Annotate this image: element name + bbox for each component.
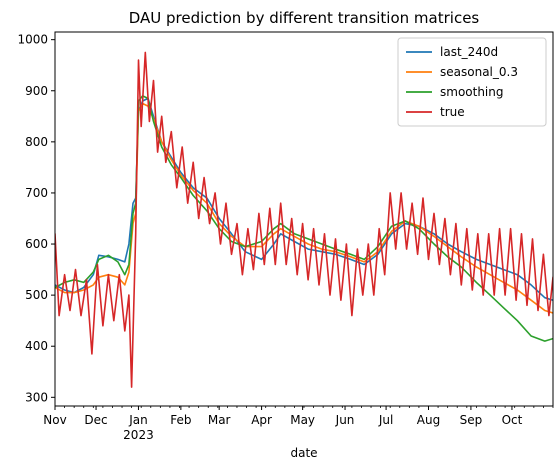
y-tick-label: 900	[25, 84, 48, 98]
legend-label: last_240d	[440, 45, 498, 59]
x-tick-label: Oct	[502, 413, 523, 427]
x-tick-label: Jan	[128, 413, 148, 427]
x-tick-label: Nov	[43, 413, 66, 427]
chart-title: DAU prediction by different transition m…	[129, 9, 480, 27]
x-tick-label: Apr	[251, 413, 272, 427]
x-tick-label: Dec	[84, 413, 107, 427]
series-line-seasonal-0-3	[55, 102, 553, 314]
y-tick-label: 400	[25, 339, 48, 353]
legend-label: seasonal_0.3	[440, 65, 518, 79]
x-tick-label: Aug	[417, 413, 440, 427]
x-tick-label: Jun	[335, 413, 355, 427]
y-tick-label: 500	[25, 288, 48, 302]
x-tick-label: May	[290, 413, 315, 427]
y-tick-label: 600	[25, 237, 48, 251]
y-tick-label: 800	[25, 135, 48, 149]
y-tick-label: 300	[25, 390, 48, 404]
series-line-true	[55, 51, 553, 388]
x-tick-label: Jul	[378, 413, 393, 427]
y-axis: 300 400 500 600 700 800 900 1000	[17, 33, 55, 404]
legend-label: smoothing	[440, 85, 504, 99]
y-tick-label: 1000	[17, 33, 48, 47]
legend-label: true	[440, 105, 465, 119]
x-tick-label: Sep	[460, 413, 483, 427]
legend: last_240d seasonal_0.3 smoothing true	[397, 37, 547, 127]
x-tick-sublabel: 2023	[123, 428, 154, 442]
legend-box	[397, 37, 547, 127]
x-tick-label: Feb	[170, 413, 191, 427]
series-layer	[55, 51, 553, 388]
y-tick-label: 700	[25, 186, 48, 200]
x-tick-label: Mar	[208, 413, 231, 427]
x-axis-title: date	[290, 446, 317, 460]
